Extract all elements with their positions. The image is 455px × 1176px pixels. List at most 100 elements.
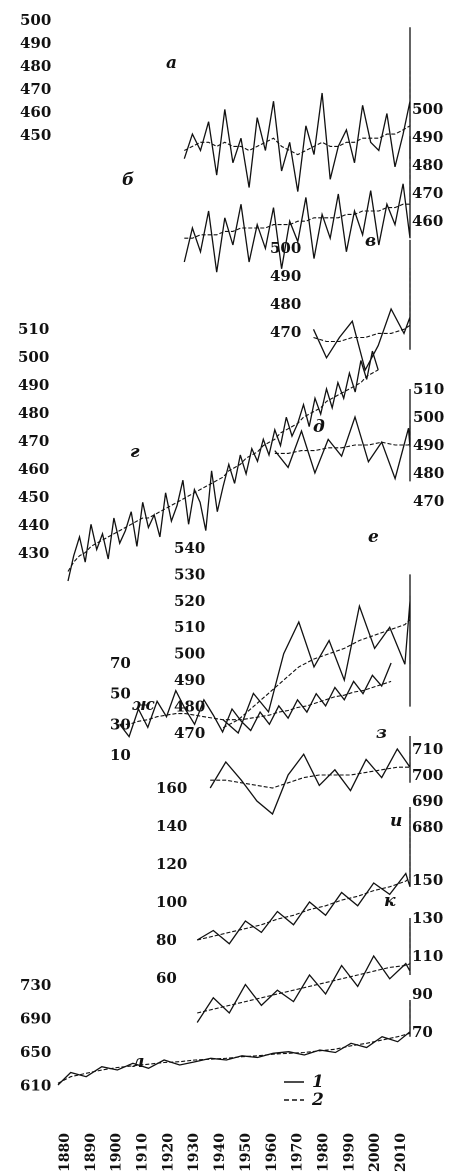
series-d-2 bbox=[274, 419, 411, 454]
y-tick-label-z: 680 bbox=[412, 818, 443, 836]
y-tick-label-v: 490 bbox=[270, 267, 301, 285]
y-tick-label-v: 470 bbox=[270, 323, 301, 341]
series-zh-1 bbox=[119, 662, 392, 738]
panel-label-e: е bbox=[368, 527, 379, 547]
series-b-2 bbox=[184, 156, 411, 239]
y-tick-label-b: 490 bbox=[412, 128, 443, 146]
x-tick-label: 1930 bbox=[186, 1133, 202, 1172]
y-tick-label-i: 80 bbox=[156, 931, 177, 949]
y-tick-label-g: 490 bbox=[18, 376, 49, 394]
y-tick-label-k: 150 bbox=[412, 871, 443, 889]
panel-label-g: г bbox=[130, 442, 140, 462]
x-tick-label: 1950 bbox=[238, 1133, 254, 1172]
y-tick-label-e: 470 bbox=[174, 724, 205, 742]
y-tick-label-g: 480 bbox=[18, 404, 49, 422]
y-tick-label-k: 90 bbox=[412, 985, 433, 1003]
panel-label-l: л bbox=[132, 1052, 144, 1072]
legend: 12 bbox=[284, 1072, 324, 1110]
series-v-2 bbox=[313, 268, 411, 343]
series-z-2 bbox=[210, 751, 411, 789]
x-tick-label: 1900 bbox=[109, 1133, 125, 1172]
legend-label-2: 2 bbox=[311, 1090, 324, 1110]
y-tick-label-e: 510 bbox=[174, 618, 205, 636]
y-tick-label-l: 650 bbox=[20, 1043, 51, 1061]
y-tick-label-g: 470 bbox=[18, 432, 49, 450]
y-tick-labels: 500 490 480 470 460 450 500 490 480 470 460 500 490 4… bbox=[18, 11, 444, 1095]
y-tick-label-i: 140 bbox=[156, 817, 187, 835]
series-a-1 bbox=[183, 27, 411, 192]
panel-label-a: а bbox=[166, 53, 177, 73]
y-tick-label-e: 500 bbox=[174, 645, 205, 663]
series-e-2 bbox=[222, 595, 411, 729]
panel-label-zh: ж bbox=[132, 695, 155, 715]
x-tick-label: 1920 bbox=[160, 1133, 176, 1172]
y-tick-label-k: 130 bbox=[412, 909, 443, 927]
y-tick-label-l: 610 bbox=[20, 1077, 51, 1095]
y-tick-label-k: 70 bbox=[412, 1023, 433, 1041]
series-z-1 bbox=[209, 736, 411, 816]
x-tick-label: 1980 bbox=[315, 1133, 331, 1172]
y-tick-label-e: 540 bbox=[174, 539, 205, 557]
y-tick-label-a: 500 bbox=[20, 11, 51, 29]
y-tick-label-v: 480 bbox=[270, 295, 301, 313]
y-tick-label-d: 510 bbox=[413, 380, 444, 398]
y-tick-label-e: 490 bbox=[174, 671, 205, 689]
series-a-2 bbox=[184, 68, 411, 156]
y-tick-label-zh: 70 bbox=[110, 654, 131, 672]
x-tick-label: 1990 bbox=[341, 1133, 357, 1172]
y-tick-label-z: 690 bbox=[412, 792, 443, 810]
y-tick-label-g: 500 bbox=[18, 348, 49, 366]
series-lines bbox=[57, 27, 411, 1086]
x-tick-label: 1970 bbox=[290, 1133, 306, 1172]
y-tick-label-i: 160 bbox=[156, 779, 187, 797]
y-tick-label-z: 710 bbox=[412, 740, 443, 758]
panel-label-b: б bbox=[122, 170, 134, 190]
x-tick-label: 1890 bbox=[83, 1133, 99, 1172]
panel-labels: а б в г д е ж з и к л bbox=[122, 53, 402, 1072]
x-tick-label: 1960 bbox=[264, 1133, 280, 1172]
x-axis: 1880 1890 1900 1910 1920 1930 1940 1950 1960 1970… bbox=[57, 1133, 409, 1172]
y-tick-label-a: 450 bbox=[20, 126, 51, 144]
series-g-1 bbox=[67, 350, 379, 582]
y-tick-label-a: 480 bbox=[20, 57, 51, 75]
y-tick-label-b: 500 bbox=[412, 100, 443, 118]
panel-label-k: к bbox=[384, 891, 396, 911]
series-i-2 bbox=[197, 810, 411, 941]
series-zh-2 bbox=[119, 680, 392, 725]
y-tick-label-g: 430 bbox=[18, 544, 49, 562]
legend-label-1: 1 bbox=[312, 1072, 324, 1092]
panel-label-v: в bbox=[365, 231, 376, 251]
y-tick-label-g: 510 bbox=[18, 320, 49, 338]
y-tick-label-g: 460 bbox=[18, 460, 49, 478]
y-tick-label-e: 530 bbox=[174, 565, 205, 583]
y-tick-label-i: 120 bbox=[156, 855, 187, 873]
y-tick-label-l: 690 bbox=[20, 1010, 51, 1028]
y-tick-label-l: 730 bbox=[20, 976, 51, 994]
y-tick-label-z: 700 bbox=[412, 766, 443, 784]
series-k-1 bbox=[196, 918, 411, 1023]
x-tick-label: 2010 bbox=[393, 1133, 409, 1172]
y-tick-label-a: 460 bbox=[20, 103, 51, 121]
x-tick-label: 2000 bbox=[367, 1133, 383, 1172]
panel-label-z: з bbox=[376, 723, 387, 743]
y-tick-label-e: 480 bbox=[174, 697, 205, 715]
x-tick-label: 1910 bbox=[135, 1133, 151, 1172]
y-tick-label-i: 100 bbox=[156, 893, 187, 911]
series-g-2 bbox=[67, 369, 379, 572]
series-d-1 bbox=[274, 389, 411, 482]
y-tick-label-a: 490 bbox=[20, 34, 51, 52]
series-k-2 bbox=[197, 923, 411, 1014]
y-tick-label-d: 470 bbox=[413, 492, 444, 510]
y-tick-label-e: 520 bbox=[174, 592, 205, 610]
y-tick-label-g: 450 bbox=[18, 488, 49, 506]
series-v-1 bbox=[312, 239, 411, 372]
y-tick-label-g: 440 bbox=[18, 516, 49, 534]
y-tick-label-i: 60 bbox=[156, 969, 177, 987]
x-tick-label: 1880 bbox=[57, 1133, 73, 1172]
y-tick-label-zh: 10 bbox=[110, 746, 131, 764]
y-tick-label-d: 490 bbox=[413, 436, 444, 454]
y-tick-label-b: 460 bbox=[412, 212, 443, 230]
series-l-1 bbox=[57, 1000, 411, 1086]
series-i-1 bbox=[196, 807, 411, 945]
